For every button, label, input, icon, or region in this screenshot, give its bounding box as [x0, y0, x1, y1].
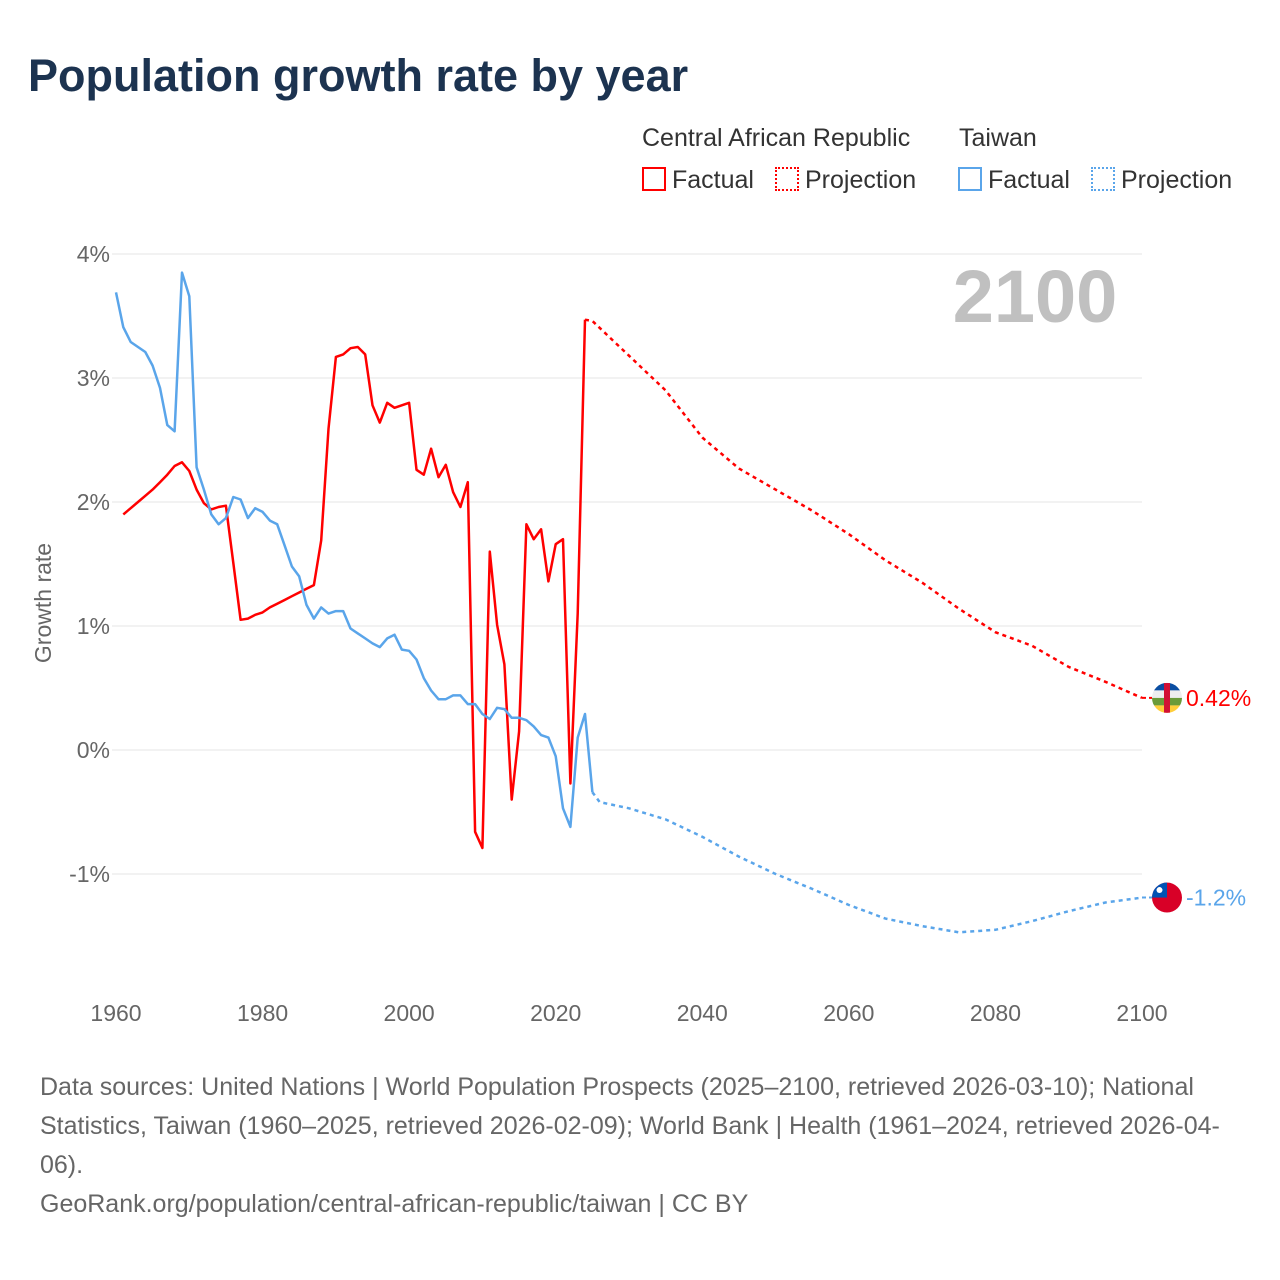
x-tick-label: 2060 — [823, 1000, 874, 1026]
x-tick-label: 1960 — [90, 1000, 141, 1026]
car-flag-icon — [1152, 682, 1182, 713]
footer: Data sources: United Nations | World Pop… — [40, 1068, 1250, 1224]
series-factual-line — [122, 319, 587, 850]
source-link[interactable]: GeoRank.org/population/central-african-r… — [40, 1190, 749, 1218]
x-tick-label: 1980 — [237, 1000, 288, 1026]
y-tick-label: 3% — [77, 365, 110, 391]
y-tick-label: 1% — [77, 613, 110, 639]
series-projection-line — [584, 318, 1143, 700]
legend-swatch — [1091, 167, 1115, 191]
legend-taiwan-projection[interactable]: Projection — [1091, 166, 1232, 195]
legend-group-taiwan: Taiwan — [959, 124, 1037, 152]
end-value-label: 0.42% — [1186, 685, 1251, 711]
series-factual-line — [114, 271, 594, 829]
legend-swatch — [958, 167, 982, 191]
legend-car-factual[interactable]: Factual — [642, 166, 754, 195]
x-tick-label: 2000 — [384, 1000, 435, 1026]
y-tick-label: 2% — [77, 489, 110, 515]
x-tick-label: 2020 — [530, 1000, 581, 1026]
legend-car-projection[interactable]: Projection — [775, 166, 916, 195]
x-tick-label: 2040 — [677, 1000, 728, 1026]
x-tick-label: 2080 — [970, 1000, 1021, 1026]
end-value-label: -1.2% — [1186, 885, 1246, 911]
x-tick-label: 2100 — [1116, 1000, 1167, 1026]
y-tick-label: 0% — [77, 737, 110, 763]
legend-taiwan-factual[interactable]: Factual — [958, 166, 1070, 195]
series-projection-line — [591, 791, 1143, 934]
legend-group-car: Central African Republic — [642, 124, 911, 152]
y-axis-label: Growth rate — [30, 543, 56, 663]
y-tick-label: 4% — [77, 241, 110, 267]
legend-swatch — [642, 167, 666, 191]
data-sources: Data sources: United Nations | World Pop… — [40, 1073, 1220, 1179]
year-label: 2100 — [953, 255, 1118, 338]
y-tick-label: -1% — [69, 861, 110, 887]
legend-swatch — [775, 167, 799, 191]
line-chart: 2100 Growth rate 4% 3% 2% 1% 0% -1% 1960 1980 20… — [30, 241, 1251, 1026]
chart-title: Population growth rate by year — [28, 50, 689, 101]
taiwan-flag-icon — [1152, 882, 1182, 913]
